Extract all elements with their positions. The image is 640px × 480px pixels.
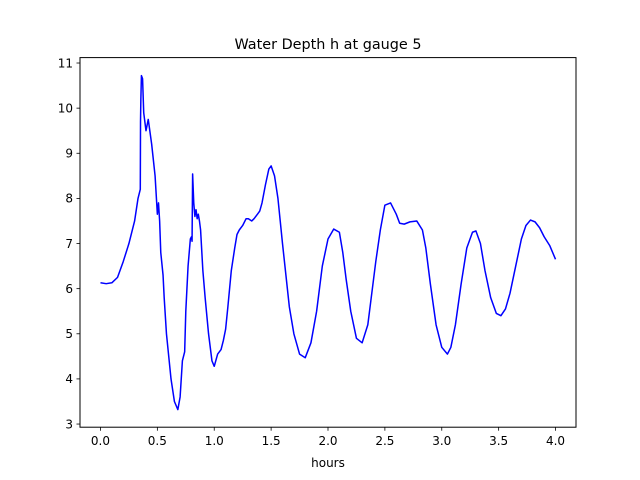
x-tick-label: 0.5: [148, 434, 167, 448]
x-tick-label: 2.0: [318, 434, 337, 448]
series-line-1: [100, 74, 557, 411]
y-axis: 3 4 5 6 7 8 9 10 11: [58, 56, 80, 431]
x-tick-label: 1.5: [262, 434, 281, 448]
x-axis-label: hours: [311, 456, 345, 470]
chart-title: Water Depth h at gauge 5: [234, 37, 421, 53]
y-tick-label: 11: [58, 56, 73, 70]
y-tick-label: 7: [65, 237, 73, 251]
x-tick-label: 3.5: [489, 434, 508, 448]
x-tick-label: 3.0: [432, 434, 451, 448]
x-tick-label: 4.0: [546, 434, 565, 448]
y-tick-label: 10: [58, 101, 73, 115]
y-tick-label: 3: [65, 417, 73, 431]
y-tick-label: 4: [65, 372, 73, 386]
x-tick-label: 2.5: [375, 434, 394, 448]
y-tick-label: 6: [65, 282, 73, 296]
y-tick-label: 9: [65, 147, 73, 161]
y-tick-label: 8: [65, 192, 73, 206]
x-axis: 0.0 0.5 1.0 1.5 2.0 2.5 3.0 3.5 4.0: [91, 427, 565, 448]
x-tick-label: 1.0: [205, 434, 224, 448]
y-tick-label: 5: [65, 327, 73, 341]
plot-area: [100, 74, 557, 411]
x-tick-label: 0.0: [91, 434, 110, 448]
plot-frame: [79, 57, 577, 428]
